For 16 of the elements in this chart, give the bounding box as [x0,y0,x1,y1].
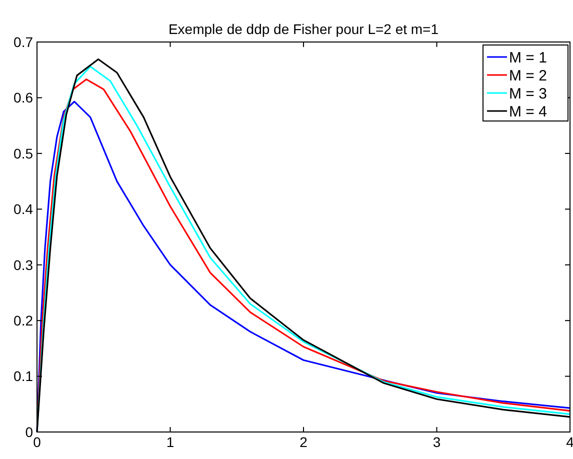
x-tick-label: 1 [166,434,174,450]
y-tick-label: 0.6 [14,90,34,106]
y-tick-label: 0.4 [14,201,34,218]
x-tick-label: 3 [432,434,441,450]
legend-label: M = 2 [509,67,547,84]
y-tick-label: 0.5 [14,145,34,162]
y-tick-label: 0.3 [14,256,34,273]
y-tick-label: 0.1 [14,368,34,384]
x-tick-label: 2 [300,434,308,450]
legend-label: M = 1 [509,49,547,66]
legend-label: M = 4 [509,103,547,120]
y-tick-label: 0.7 [14,34,34,50]
chart-title: Exemple de ddp de Fisher pour L=2 et m=1 [168,21,439,37]
legend-label: M = 3 [509,85,547,102]
y-tick-label: 0 [25,424,34,440]
y-tick-label: 0.2 [14,312,34,328]
